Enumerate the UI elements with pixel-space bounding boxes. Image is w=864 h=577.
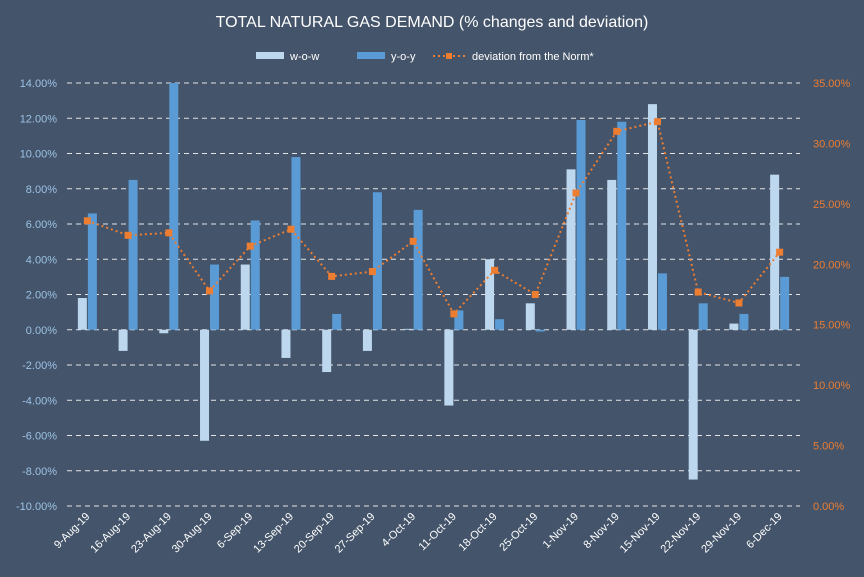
bar-yoy bbox=[210, 264, 220, 330]
bar-wow bbox=[322, 329, 332, 373]
bar-yoy bbox=[250, 220, 260, 330]
left-axis: 14.00% 12.00% 10.00% 8.00% 6.00% 4.00% 2.00% 0.… bbox=[16, 78, 57, 513]
bar-yoy bbox=[291, 157, 301, 330]
left-tick-label: -8.00% bbox=[22, 466, 57, 478]
left-tick-label: -2.00% bbox=[22, 360, 57, 372]
deviation-marker bbox=[531, 291, 539, 298]
right-tick-label: 15.00% bbox=[813, 320, 851, 332]
deviation-marker bbox=[653, 118, 661, 126]
legend-label-yoy: y-o-y bbox=[391, 51, 416, 63]
legend-swatch-wow bbox=[256, 52, 284, 59]
legend-swatch-deviation-marker bbox=[446, 53, 452, 59]
legend-swatch-yoy bbox=[357, 52, 385, 59]
legend-label-deviation: deviation from the Norm* bbox=[472, 51, 594, 63]
deviation-marker bbox=[287, 225, 295, 233]
left-tick-label: 0.00% bbox=[26, 325, 57, 337]
bar-yoy bbox=[739, 313, 749, 330]
right-tick-label: 5.00% bbox=[813, 441, 844, 453]
deviation-marker bbox=[572, 189, 580, 197]
left-tick-label: 2.00% bbox=[26, 290, 57, 302]
right-tick-label: 0.00% bbox=[813, 501, 844, 513]
left-tick-label: 14.00% bbox=[20, 78, 58, 90]
bar-yoy bbox=[698, 303, 708, 330]
left-tick-label: 6.00% bbox=[26, 219, 57, 231]
right-axis: 35.00% 30.00% 25.00% 20.00% 15.00% 10.00% 5.00… bbox=[813, 78, 851, 513]
deviation-marker bbox=[776, 248, 784, 256]
deviation-marker bbox=[613, 127, 621, 135]
bar-wow bbox=[403, 328, 413, 330]
deviation-marker bbox=[206, 287, 214, 295]
left-tick-label: 4.00% bbox=[26, 254, 57, 266]
legend: w-o-w y-o-y deviation from the Norm* bbox=[256, 51, 594, 63]
bar-yoy bbox=[617, 121, 627, 330]
bar-wow bbox=[200, 329, 210, 441]
deviation-marker bbox=[694, 288, 702, 296]
bar-yoy bbox=[535, 329, 545, 332]
bar-yoy bbox=[495, 319, 505, 330]
bar-wow bbox=[688, 329, 698, 480]
deviation-marker bbox=[491, 266, 499, 274]
left-tick-label: 8.00% bbox=[26, 184, 57, 196]
bars bbox=[77, 83, 790, 480]
bar-wow bbox=[607, 179, 617, 330]
left-tick-label: -6.00% bbox=[22, 431, 57, 443]
right-tick-label: 30.00% bbox=[813, 138, 851, 150]
bar-wow bbox=[525, 303, 535, 330]
deviation-marker bbox=[83, 217, 91, 225]
bar-yoy bbox=[128, 179, 138, 330]
chart-title: TOTAL NATURAL GAS DEMAND (% changes and … bbox=[216, 14, 649, 31]
bar-wow bbox=[485, 259, 495, 330]
bar-wow bbox=[159, 329, 169, 334]
left-tick-label: 10.00% bbox=[20, 149, 58, 161]
bar-yoy bbox=[780, 276, 790, 330]
legend-label-wow: w-o-w bbox=[289, 51, 319, 63]
deviation-marker bbox=[450, 310, 458, 318]
bar-wow bbox=[729, 323, 739, 330]
bar-yoy bbox=[576, 120, 586, 330]
bar-wow bbox=[77, 298, 87, 330]
deviation-marker bbox=[735, 299, 743, 307]
deviation-marker bbox=[409, 237, 417, 245]
bar-wow bbox=[770, 174, 780, 330]
bar-yoy bbox=[169, 83, 179, 330]
deviation-marker bbox=[124, 231, 132, 239]
bar-wow bbox=[118, 329, 128, 351]
bar-yoy bbox=[372, 192, 382, 330]
bar-wow bbox=[444, 329, 454, 406]
left-tick-label: -4.00% bbox=[22, 395, 57, 407]
bar-wow bbox=[566, 169, 576, 330]
bar-wow bbox=[281, 329, 291, 358]
right-tick-label: 20.00% bbox=[813, 259, 851, 271]
bar-yoy bbox=[657, 273, 667, 330]
bar-yoy bbox=[413, 209, 423, 330]
bar-wow bbox=[362, 329, 372, 351]
deviation-marker bbox=[368, 268, 376, 276]
deviation-marker bbox=[246, 242, 254, 250]
right-tick-label: 35.00% bbox=[813, 78, 851, 90]
bar-wow bbox=[240, 264, 250, 330]
bar-yoy bbox=[332, 313, 342, 330]
bar-wow bbox=[647, 104, 657, 330]
deviation-line-layer bbox=[83, 118, 784, 318]
left-tick-label: -10.00% bbox=[16, 501, 57, 513]
deviation-marker bbox=[165, 229, 173, 237]
left-tick-label: 12.00% bbox=[20, 113, 58, 125]
deviation-line bbox=[87, 120, 781, 316]
bar-yoy bbox=[87, 213, 97, 330]
bar-yoy bbox=[454, 310, 464, 330]
deviation-marker bbox=[328, 272, 336, 280]
right-tick-label: 10.00% bbox=[813, 380, 851, 392]
right-tick-label: 25.00% bbox=[813, 199, 851, 211]
